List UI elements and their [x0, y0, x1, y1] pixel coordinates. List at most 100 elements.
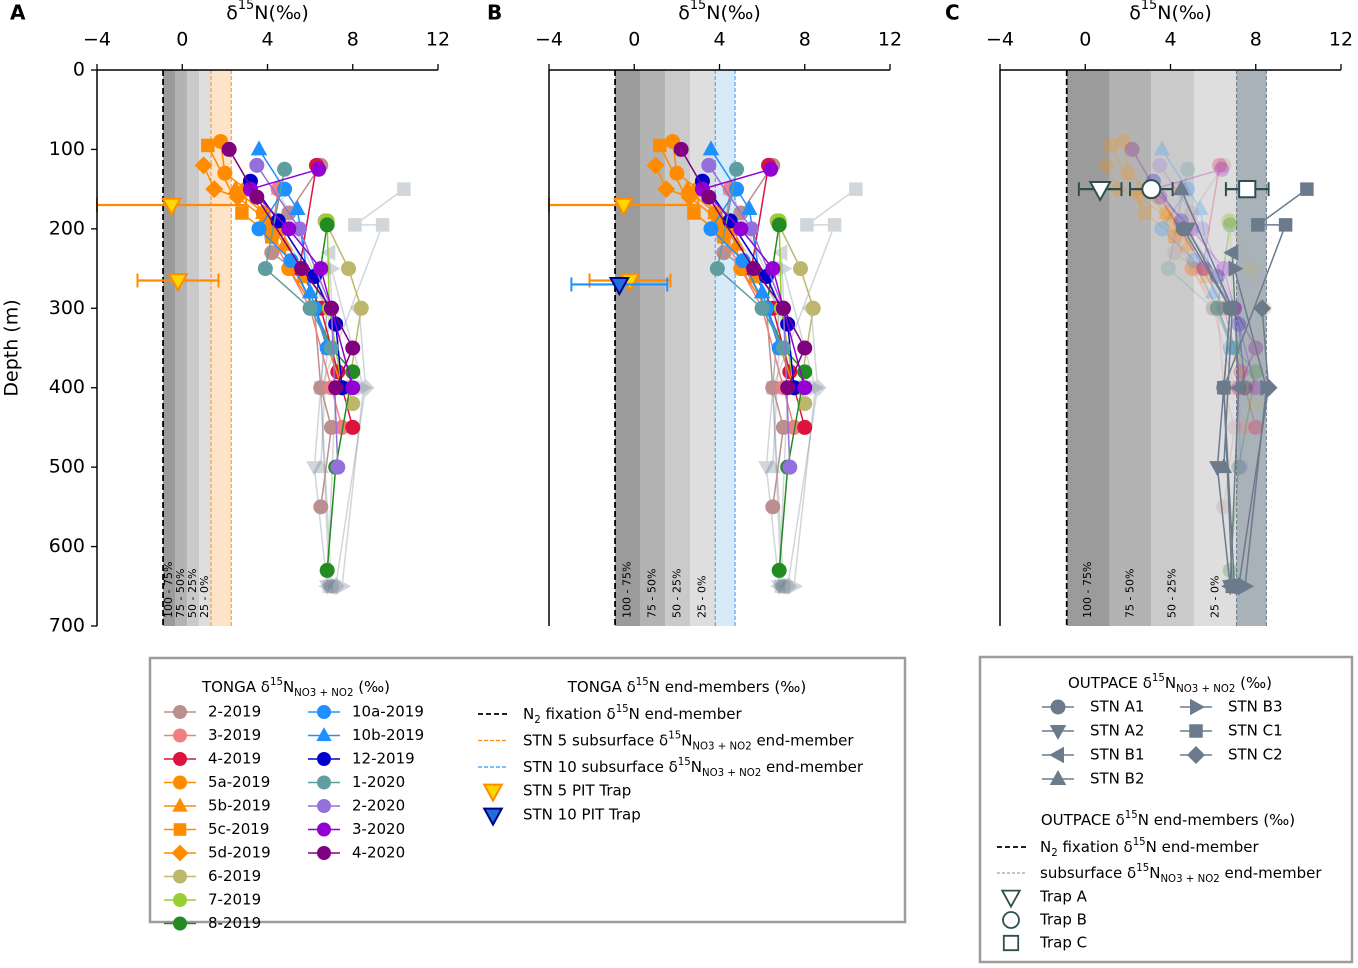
trap-point	[608, 277, 630, 297]
point	[1237, 419, 1253, 435]
point	[1248, 380, 1264, 396]
point	[1216, 261, 1232, 277]
point	[345, 380, 361, 396]
x-axis-label: δ15N(‰)	[678, 0, 761, 24]
series	[221, 141, 361, 396]
point	[741, 200, 758, 215]
point	[653, 138, 667, 153]
point	[1226, 419, 1242, 435]
band-label: 75 - 50%	[1124, 569, 1137, 618]
point	[1097, 156, 1116, 175]
point	[1243, 261, 1259, 277]
point	[302, 300, 318, 316]
y-axis-label: Depth (m)	[1, 299, 23, 396]
x-axis-label-part: δ	[678, 2, 690, 24]
point	[778, 577, 797, 596]
point	[313, 261, 329, 277]
point	[765, 380, 781, 396]
legend-label: STN 5 PIT Trap	[523, 782, 631, 800]
band-label: 50 - 25%	[1166, 569, 1179, 618]
x-tick-label: 0	[1079, 29, 1091, 51]
legend-title-part: OUTPACE δ	[1068, 674, 1152, 692]
point	[249, 157, 265, 173]
trap-point	[1088, 180, 1112, 203]
point	[313, 499, 329, 515]
legend-title-part: 15	[1125, 810, 1138, 821]
point	[709, 261, 725, 277]
legend-label: Trap A	[1039, 888, 1088, 906]
legend-title-part: TONGA δ	[567, 678, 636, 696]
band	[199, 70, 212, 626]
legend-marker	[1050, 699, 1066, 715]
point	[311, 161, 327, 177]
legend-title-part: 15	[1152, 673, 1165, 684]
x-axis-label-part: 15	[1141, 0, 1157, 13]
x-tick-label: 8	[799, 29, 811, 51]
point	[1300, 182, 1314, 196]
legend-box	[148, 656, 907, 924]
x-tick-label: 8	[347, 29, 359, 51]
band	[1151, 70, 1194, 626]
point	[323, 300, 339, 316]
point	[1217, 380, 1231, 395]
legend-label-part: N end-member	[1146, 838, 1260, 856]
legend-label-part: fixation δ	[541, 705, 616, 723]
legend-title-part: OUTPACE δ	[1041, 811, 1125, 829]
series-line	[264, 169, 333, 349]
point	[1214, 161, 1230, 177]
legend-label: 4-2019	[208, 750, 261, 768]
point	[1229, 379, 1245, 396]
legend-marker	[173, 823, 187, 836]
x-tick-label: 0	[628, 29, 640, 51]
point	[205, 180, 224, 199]
point	[701, 157, 717, 173]
point	[318, 578, 334, 595]
series-line	[716, 169, 785, 349]
legend-label: STN A1	[1090, 698, 1144, 716]
point	[326, 577, 345, 596]
legend-marker	[1187, 746, 1205, 764]
legend-title-part: (‰)	[353, 678, 390, 696]
point	[646, 156, 665, 175]
legend-label-part: NO3 + NO2	[1160, 874, 1219, 885]
series	[1229, 299, 1278, 596]
series-line	[1122, 141, 1246, 388]
point	[788, 578, 804, 595]
legend-marker	[482, 783, 504, 803]
legend-label: subsurface δ15NNO3 + NO2 end-member	[1040, 863, 1322, 885]
band-label: 25 - 0%	[1208, 576, 1221, 618]
point	[743, 221, 759, 237]
legend-label: STN 10 subsurface δ15NNO3 + NO2 end-memb…	[523, 757, 864, 779]
point	[251, 221, 267, 237]
x-tick-label: 8	[1250, 29, 1262, 51]
series-line	[765, 224, 806, 571]
legend-label-part: N end-member	[629, 705, 743, 723]
band	[163, 70, 176, 626]
legend-label-part: NO3 + NO2	[692, 741, 751, 752]
legend-label-part: N	[523, 705, 534, 723]
point	[849, 182, 863, 196]
subsurface-band	[715, 70, 736, 626]
y-tick-label: 600	[49, 535, 85, 557]
legend-label-part: NO3 + NO2	[702, 768, 761, 779]
y-tick-label: 500	[49, 456, 85, 478]
series-line	[782, 268, 817, 587]
point	[680, 188, 699, 207]
series-line	[1152, 168, 1257, 388]
point	[336, 578, 352, 595]
x-axis-label-part: δ	[226, 2, 238, 24]
point	[1160, 261, 1176, 277]
series	[194, 156, 283, 238]
point	[771, 562, 787, 578]
point	[1209, 300, 1225, 316]
point	[763, 161, 779, 177]
series-line	[330, 268, 365, 587]
point	[1248, 419, 1264, 435]
legend-title-part: NO3 + NO2	[1176, 684, 1235, 695]
legend-label: STN C1	[1228, 722, 1283, 740]
point	[323, 419, 339, 435]
series	[777, 260, 825, 595]
series-line	[334, 308, 367, 587]
x-tick-label: 12	[426, 29, 450, 51]
point	[800, 218, 814, 232]
